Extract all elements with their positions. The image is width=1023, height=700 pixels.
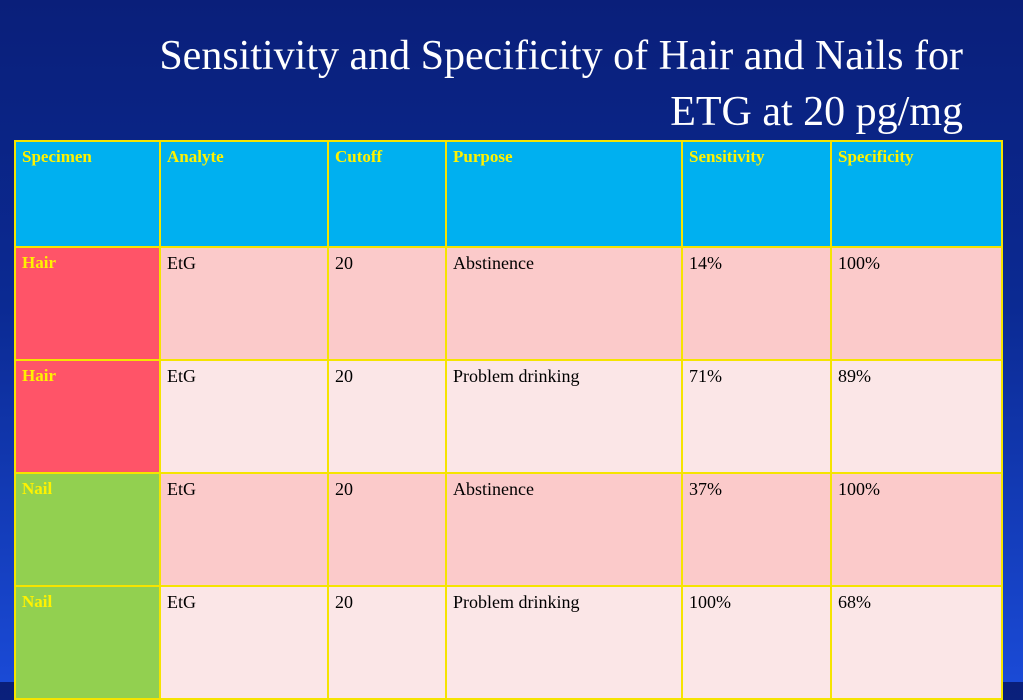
cell-analyte: EtG	[159, 359, 329, 474]
table-row: Nail EtG 20 Abstinence 37% 100%	[14, 472, 1003, 587]
cell-purpose: Abstinence	[445, 472, 683, 587]
slide-title-line-2: ETG at 20 pg/mg	[670, 89, 963, 135]
cell-purpose: Problem drinking	[445, 585, 683, 700]
cell-purpose: Problem drinking	[445, 359, 683, 474]
cell-sensitivity: 14%	[681, 246, 832, 361]
cell-purpose: Abstinence	[445, 246, 683, 361]
slide-title: Sensitivity and Specificity of Hair and …	[40, 28, 963, 140]
header-specificity: Specificity	[830, 140, 1003, 248]
header-purpose: Purpose	[445, 140, 683, 248]
sensitivity-specificity-table: Specimen Analyte Cutoff Purpose Sensitiv…	[14, 140, 1003, 700]
header-specimen: Specimen	[14, 140, 161, 248]
cell-specimen: Nail	[14, 585, 161, 700]
cell-specimen: Nail	[14, 472, 161, 587]
header-analyte: Analyte	[159, 140, 329, 248]
cell-cutoff: 20	[327, 246, 447, 361]
cell-specimen: Hair	[14, 359, 161, 474]
cell-cutoff: 20	[327, 472, 447, 587]
slide-title-line-1: Sensitivity and Specificity of Hair and …	[159, 33, 963, 79]
cell-specificity: 68%	[830, 585, 1003, 700]
cell-specificity: 100%	[830, 472, 1003, 587]
table-row: Nail EtG 20 Problem drinking 100% 68%	[14, 585, 1003, 700]
table-row: Hair EtG 20 Abstinence 14% 100%	[14, 246, 1003, 361]
cell-analyte: EtG	[159, 585, 329, 700]
cell-sensitivity: 71%	[681, 359, 832, 474]
table-row: Hair EtG 20 Problem drinking 71% 89%	[14, 359, 1003, 474]
cell-analyte: EtG	[159, 246, 329, 361]
cell-sensitivity: 100%	[681, 585, 832, 700]
cell-sensitivity: 37%	[681, 472, 832, 587]
table-header-row: Specimen Analyte Cutoff Purpose Sensitiv…	[14, 140, 1003, 248]
cell-specificity: 100%	[830, 246, 1003, 361]
header-sensitivity: Sensitivity	[681, 140, 832, 248]
cell-cutoff: 20	[327, 359, 447, 474]
cell-specificity: 89%	[830, 359, 1003, 474]
cell-cutoff: 20	[327, 585, 447, 700]
cell-analyte: EtG	[159, 472, 329, 587]
cell-specimen: Hair	[14, 246, 161, 361]
header-cutoff: Cutoff	[327, 140, 447, 248]
